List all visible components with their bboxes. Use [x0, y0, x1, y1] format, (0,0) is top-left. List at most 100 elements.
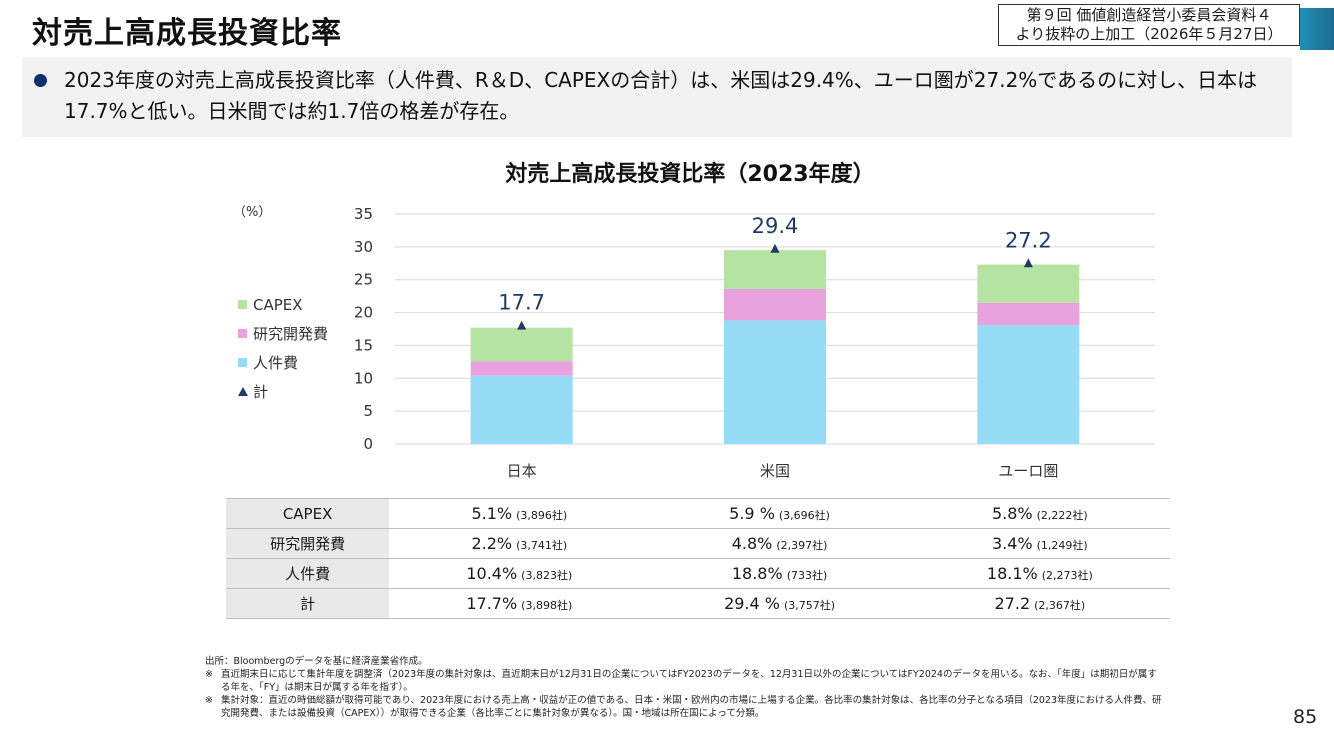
- chart-legend: CAPEX 研究開発費 人件費 計: [238, 290, 328, 406]
- table-cell: 29.4 % (3,757社): [649, 588, 910, 619]
- legend-swatch-labor: [238, 358, 247, 367]
- row-label: CAPEX: [226, 498, 390, 529]
- footnotes: 出所：Bloombergのデータを基に経済産業省作成。 ※ 直近期末日に応じて集…: [205, 655, 1165, 720]
- cell-count: (3,741社): [516, 539, 568, 552]
- bar-segment: [977, 264, 1080, 303]
- total-data-label: 29.4: [752, 214, 799, 238]
- table-row: 研究開発費 2.2% (3,741社) 4.8% (2,397社) 3.4% (1,2…: [226, 528, 1170, 559]
- bar-segment: [977, 302, 1080, 326]
- total-data-label: 27.2: [1005, 228, 1052, 252]
- total-data-label: 17.7: [498, 291, 545, 315]
- y-tick-label: 20: [354, 304, 373, 322]
- table-cell: 18.8% (733社): [649, 558, 910, 589]
- cell-value: 5.8%: [991, 504, 1033, 523]
- source-line-2: より抜粋の上加工（2026年５月27日）: [1015, 25, 1283, 43]
- source-line-1: 第９回 価値創造経営小委員会資料４: [1026, 6, 1272, 24]
- cell-count: (733社): [786, 569, 828, 582]
- footnote-source: 出所：Bloombergのデータを基に経済産業省作成。: [205, 656, 428, 667]
- cell-count: (1,249社): [1036, 539, 1088, 552]
- legend-label-capex: CAPEX: [253, 295, 303, 314]
- source-box: 第９回 価値創造経営小委員会資料４ より抜粋の上加工（2026年５月27日）: [998, 4, 1300, 46]
- table-cell: 5.9 % (3,696社): [649, 498, 910, 529]
- cell-count: (3,898社): [521, 599, 573, 612]
- chart-title: 対売上高成長投資比率（2023年度）: [505, 162, 875, 187]
- legend-item-capex: CAPEX: [238, 290, 328, 319]
- total-marker: [770, 243, 780, 253]
- x-category-label: 日本: [507, 462, 537, 480]
- cell-value: 5.1%: [471, 504, 513, 523]
- cell-count: (3,757社): [783, 599, 836, 612]
- cell-value: 2.2%: [471, 534, 513, 553]
- footnote-mark: ※: [205, 695, 213, 706]
- page-number: 85: [1293, 706, 1318, 728]
- cell-count: (2,367社): [1034, 599, 1086, 612]
- cell-value: 29.4 %: [724, 594, 780, 613]
- bar-segment: [470, 327, 573, 362]
- table-cell: 2.2% (3,741社): [389, 528, 650, 559]
- bar-segment: [724, 320, 826, 444]
- cell-count: (3,696社): [778, 509, 830, 522]
- summary-text: 2023年度の対売上高成長投資比率（人件費、R＆D、CAPEXの合計）は、米国は…: [64, 68, 1258, 123]
- table-row: CAPEX 5.1% (3,896社) 5.9 % (3,696社) 5.8% (2,…: [226, 498, 1170, 529]
- cell-value: 10.4%: [466, 564, 518, 583]
- y-tick-label: 10: [354, 369, 373, 387]
- bar-segment: [470, 361, 573, 376]
- y-tick-label: 0: [363, 435, 373, 453]
- cell-value: 5.9 %: [729, 504, 775, 523]
- bar-segment: [977, 325, 1080, 444]
- y-tick-label: 15: [354, 336, 373, 354]
- y-tick-label: 5: [363, 402, 373, 420]
- footnote-text: 直近期末日に応じて集計年度を調整済（2023年度の集計対象は、直近期末日が12月…: [221, 669, 1157, 693]
- table-row: 計 17.7% (3,898社) 29.4 % (3,757社) 27.2 (2,36…: [226, 588, 1170, 619]
- footnote-1: ※ 直近期末日に応じて集計年度を調整済（2023年度の集計対象は、直近期末日が1…: [205, 668, 1165, 694]
- legend-item-rd: 研究開発費: [238, 319, 328, 348]
- y-unit-label: （%）: [233, 205, 272, 220]
- table-cell: 5.1% (3,896社): [389, 498, 650, 529]
- table-cell: 10.4% (3,823社): [389, 558, 650, 589]
- cell-value: 3.4%: [991, 534, 1033, 553]
- bullet-icon: [34, 74, 47, 87]
- bar-segment: [470, 375, 573, 444]
- stacked-bar-chart: 0 5 10 15 20 25 30 35 17.7 日本 29.4 米国 27.2 ユーロ圏: [354, 205, 1155, 480]
- cell-count: (3,823社): [521, 569, 573, 582]
- row-label: 計: [226, 588, 390, 619]
- footnote-mark: ※: [205, 669, 213, 680]
- legend-label-rd: 研究開発費: [253, 325, 329, 343]
- x-category-label: ユーロ圏: [998, 462, 1058, 480]
- footnote-text: 集計対象：直近の時価総額が取得可能であり、2023年度における売上高・収益が正の…: [221, 695, 1162, 719]
- summary-box: 2023年度の対売上高成長投資比率（人件費、R＆D、CAPEXの合計）は、米国は…: [22, 57, 1292, 137]
- cell-value: 27.2: [994, 594, 1031, 613]
- legend-label-labor: 人件費: [253, 354, 299, 372]
- cell-count: (2,273社): [1041, 569, 1093, 582]
- footnote-2: ※ 集計対象：直近の時価総額が取得可能であり、2023年度における売上高・収益が…: [205, 694, 1165, 720]
- legend-swatch-rd: [238, 329, 247, 338]
- row-label: 研究開発費: [226, 528, 390, 559]
- edge-accent-bar: [1300, 8, 1334, 50]
- legend-item-labor: 人件費: [238, 348, 328, 377]
- cell-value: 4.8%: [731, 534, 773, 553]
- legend-swatch-capex: [238, 300, 247, 309]
- bar-segment: [724, 250, 826, 289]
- cell-count: (3,896社): [516, 509, 568, 522]
- total-marker: [1023, 258, 1033, 268]
- y-tick-label: 25: [354, 271, 373, 289]
- y-tick-label: 35: [354, 205, 373, 223]
- y-tick-label: 30: [354, 238, 373, 256]
- table-cell: 17.7% (3,898社): [389, 588, 650, 619]
- total-marker: [517, 320, 527, 330]
- bar-segment: [724, 288, 826, 321]
- page-title: 対売上高成長投資比率: [32, 16, 342, 51]
- table-cell: 5.8% (2,222社): [909, 498, 1170, 529]
- cell-value: 18.1%: [986, 564, 1038, 583]
- table-cell: 3.4% (1,249社): [909, 528, 1170, 559]
- table-row: 人件費 10.4% (3,823社) 18.8% (733社) 18.1% (2,27…: [226, 558, 1170, 589]
- data-table: CAPEX 5.1% (3,896社) 5.9 % (3,696社) 5.8% (2,…: [226, 498, 1170, 619]
- legend-label-total: 計: [253, 383, 269, 401]
- legend-triangle-icon: [238, 387, 248, 396]
- legend-item-total: 計: [238, 377, 328, 406]
- cell-value: 17.7%: [466, 594, 518, 613]
- table-cell: 18.1% (2,273社): [909, 558, 1170, 589]
- table-cell: 27.2 (2,367社): [909, 588, 1170, 619]
- cell-value: 18.8%: [731, 564, 783, 583]
- cell-count: (2,222社): [1036, 509, 1088, 522]
